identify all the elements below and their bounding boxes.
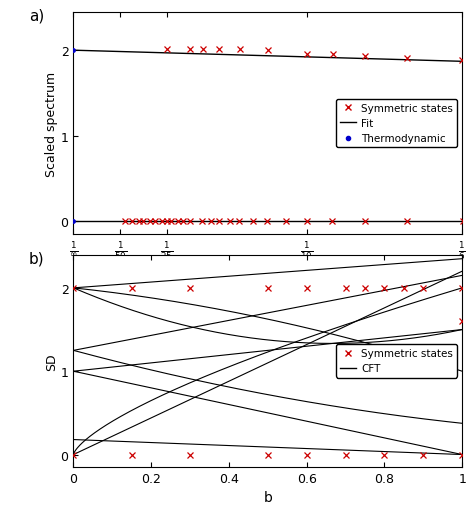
Y-axis label: Scaled spectrum: Scaled spectrum	[45, 71, 58, 176]
Legend: Symmetric states, CFT: Symmetric states, CFT	[336, 344, 457, 378]
X-axis label: 1/N: 1/N	[256, 267, 280, 281]
Y-axis label: SD: SD	[45, 352, 58, 370]
X-axis label: b: b	[264, 490, 272, 504]
Text: b): b)	[29, 251, 45, 266]
Text: a): a)	[29, 8, 44, 23]
Legend: Symmetric states, Fit, Thermodynamic: Symmetric states, Fit, Thermodynamic	[336, 99, 457, 148]
